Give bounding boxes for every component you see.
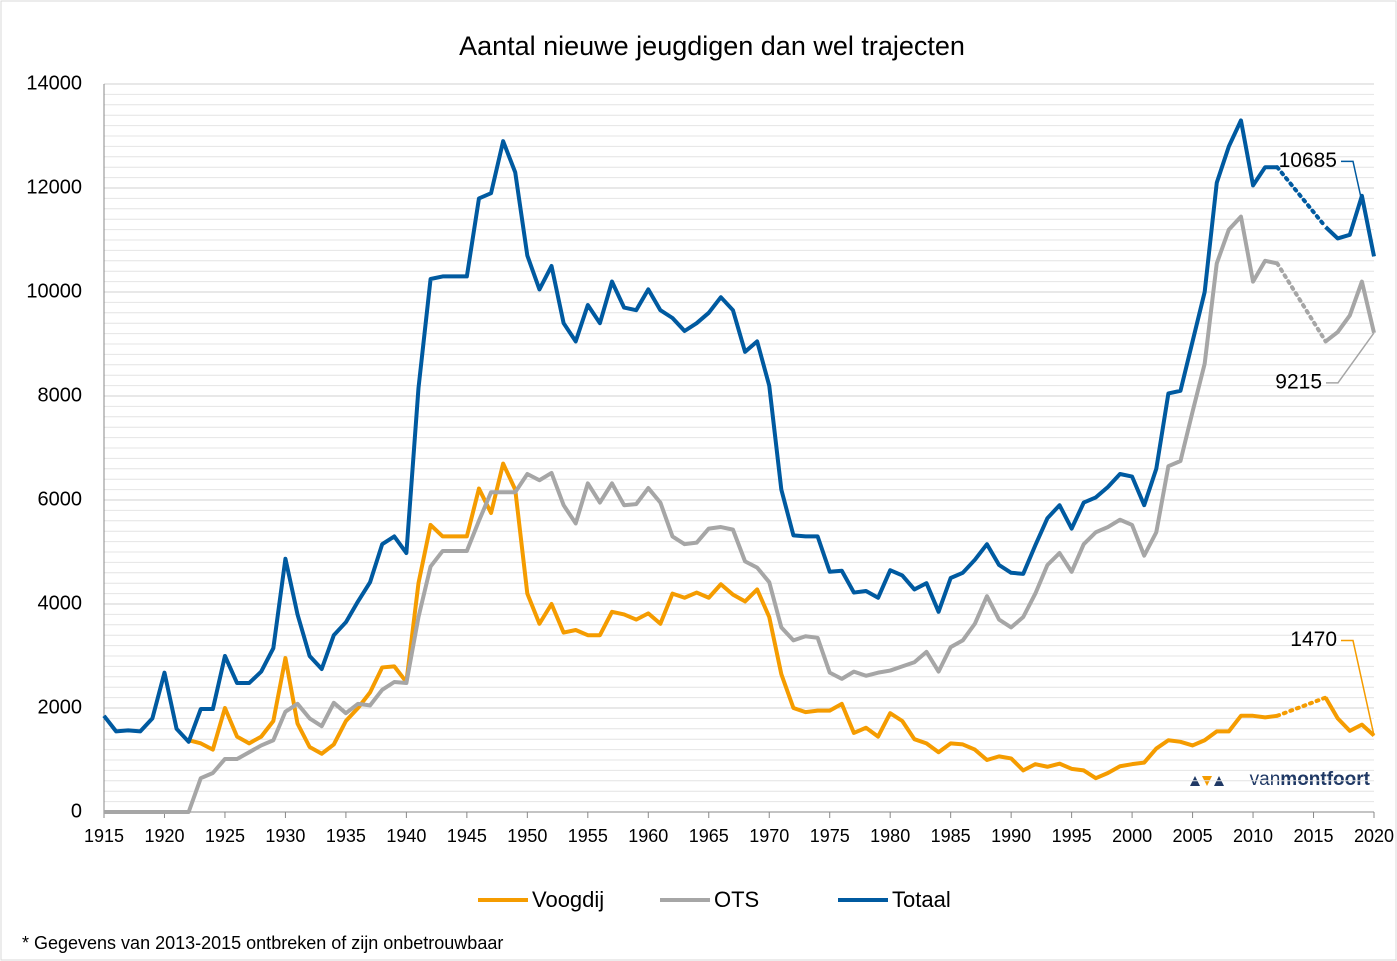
legend-label: Voogdij — [532, 887, 604, 912]
x-tick-label: 1915 — [84, 826, 124, 846]
y-tick-label: 6000 — [38, 488, 83, 510]
x-tick-label: 1980 — [870, 826, 910, 846]
x-tick-label: 1985 — [931, 826, 971, 846]
gap-connector — [1275, 695, 1328, 718]
logo-name: montfoort — [1280, 769, 1370, 790]
leader-line — [1341, 639, 1375, 736]
x-tick-label: 1950 — [507, 826, 547, 846]
series-line — [1323, 696, 1376, 738]
x-tick-label: 1920 — [144, 826, 184, 846]
x-tick-label: 1965 — [689, 826, 729, 846]
x-tick-label: 2005 — [1173, 826, 1213, 846]
y-tick-label: 8000 — [38, 384, 83, 406]
y-tick-label: 12000 — [26, 176, 82, 198]
y-tick-label: 4000 — [38, 592, 83, 614]
footnote: * Gegevens van 2013-2015 ontbreken of zi… — [22, 933, 503, 953]
x-tick-label: 2015 — [1294, 826, 1334, 846]
x-tick-label: 1990 — [991, 826, 1031, 846]
gap-connector — [1275, 165, 1328, 229]
x-tick-label: 1995 — [1052, 826, 1092, 846]
gap-connector — [1275, 261, 1328, 344]
series-line — [104, 214, 1278, 814]
leader-line — [1326, 332, 1375, 384]
x-tick-label: 1935 — [326, 826, 366, 846]
x-tick-label: 1970 — [749, 826, 789, 846]
x-tick-label: 1945 — [447, 826, 487, 846]
chart-title: Aantal nieuwe jeugdigen dan wel trajecte… — [459, 31, 965, 61]
y-tick-label: 2000 — [38, 696, 83, 718]
legend-label: OTS — [714, 887, 759, 912]
x-tick-label: 1955 — [568, 826, 608, 846]
end-label: 10685 — [1279, 149, 1337, 172]
end-label: 9215 — [1275, 370, 1322, 393]
logo-prefix: van — [1250, 769, 1281, 790]
x-tick-label: 2020 — [1354, 826, 1394, 846]
x-tick-label: 1940 — [386, 826, 426, 846]
logo-text: vanmontfoort — [1250, 769, 1371, 790]
y-tick-label: 10000 — [26, 280, 82, 302]
series-line — [188, 461, 1278, 781]
x-tick-label: 1975 — [810, 826, 850, 846]
end-label: 1470 — [1290, 628, 1337, 651]
x-tick-label: 2000 — [1112, 826, 1152, 846]
x-tick-label: 1925 — [205, 826, 245, 846]
x-tick-label: 1960 — [628, 826, 668, 846]
leader-line — [1341, 160, 1375, 257]
series-line — [1324, 279, 1376, 343]
series-line — [1324, 193, 1376, 257]
y-tick-label: 0 — [71, 800, 82, 822]
legend-label: Totaal — [892, 887, 951, 912]
x-tick-label: 2010 — [1233, 826, 1273, 846]
series-line — [102, 118, 1278, 744]
y-tick-label: 14000 — [26, 72, 82, 94]
x-tick-label: 1930 — [265, 826, 305, 846]
